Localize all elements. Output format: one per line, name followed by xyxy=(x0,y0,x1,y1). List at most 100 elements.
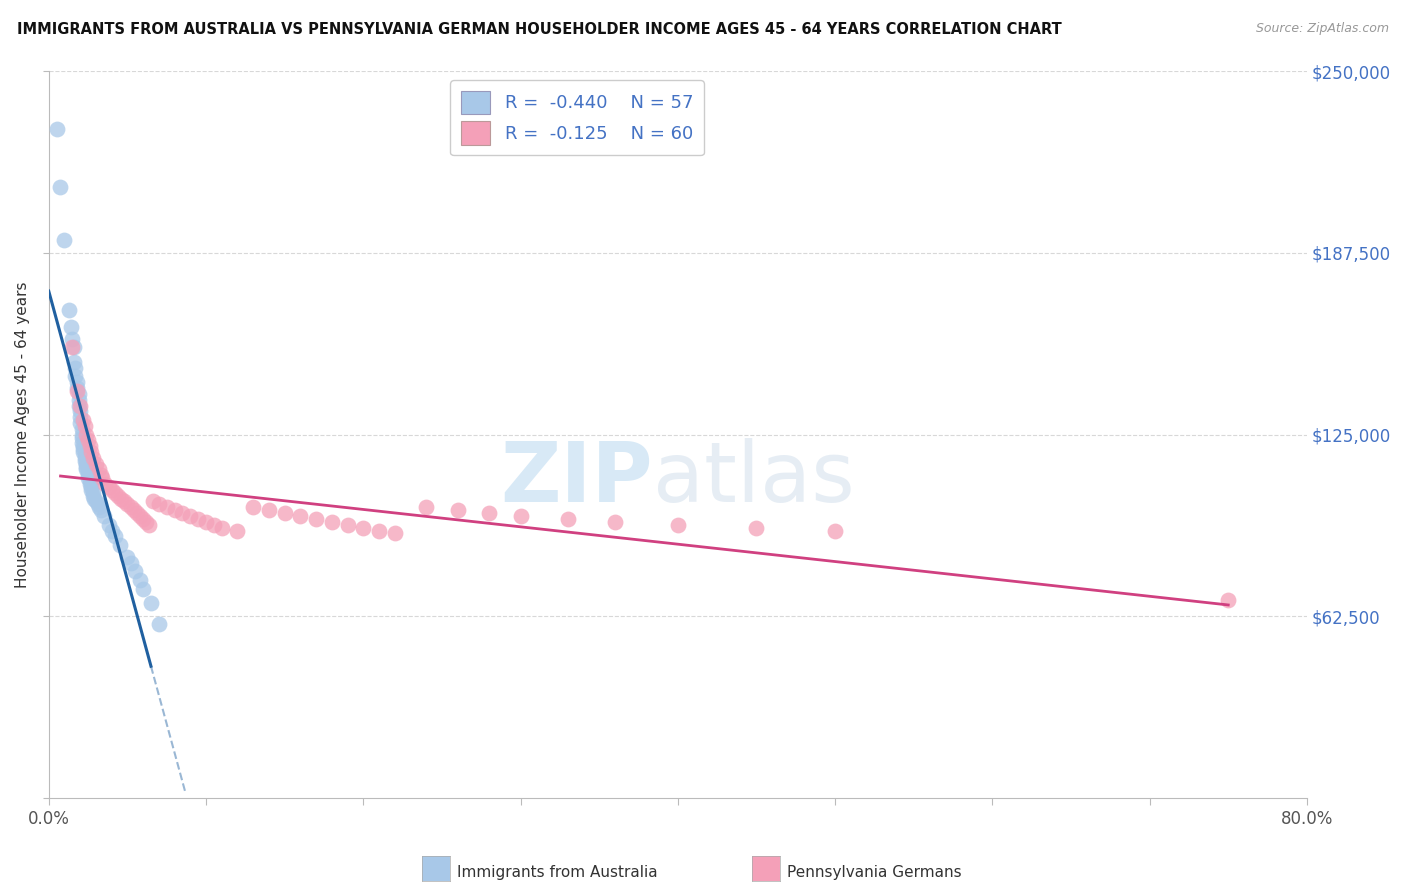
Point xyxy=(104,529,127,543)
Text: Pennsylvania Germans: Pennsylvania Germans xyxy=(787,865,962,880)
Point xyxy=(77,468,100,483)
Point xyxy=(79,477,101,491)
Point xyxy=(73,454,96,468)
Point xyxy=(321,515,343,529)
Point xyxy=(69,404,91,418)
Point xyxy=(122,503,145,517)
Point xyxy=(110,491,132,506)
Point xyxy=(104,485,127,500)
Point xyxy=(125,506,148,520)
Point xyxy=(65,360,87,375)
Point xyxy=(509,509,531,524)
Point xyxy=(66,376,89,390)
Point xyxy=(83,491,105,506)
Point xyxy=(80,480,103,494)
Point xyxy=(58,302,80,317)
Point xyxy=(86,497,108,511)
Text: Source: ZipAtlas.com: Source: ZipAtlas.com xyxy=(1256,22,1389,36)
Point xyxy=(117,497,139,511)
Point xyxy=(257,503,280,517)
Point xyxy=(76,459,98,474)
Point xyxy=(163,503,186,517)
Point xyxy=(202,517,225,532)
Point xyxy=(59,320,82,334)
Text: IMMIGRANTS FROM AUSTRALIA VS PENNSYLVANIA GERMAN HOUSEHOLDER INCOME AGES 45 - 64: IMMIGRANTS FROM AUSTRALIA VS PENNSYLVANI… xyxy=(17,22,1062,37)
Point xyxy=(132,582,155,596)
Point xyxy=(82,450,104,465)
Point xyxy=(108,538,131,552)
Point xyxy=(45,122,67,136)
Point xyxy=(97,517,120,532)
Point xyxy=(273,506,295,520)
Point xyxy=(82,485,104,500)
Point xyxy=(156,500,179,515)
Point xyxy=(60,340,83,354)
Point xyxy=(79,439,101,453)
Text: ZIP: ZIP xyxy=(501,438,652,519)
Point xyxy=(336,517,359,532)
Point xyxy=(69,410,91,425)
Point xyxy=(226,524,249,538)
Point xyxy=(824,524,846,538)
Point xyxy=(138,517,160,532)
Point xyxy=(135,515,157,529)
Point xyxy=(87,462,110,476)
Point xyxy=(66,381,89,395)
Point xyxy=(129,509,152,524)
Point xyxy=(63,340,86,354)
Point xyxy=(90,503,112,517)
Point xyxy=(179,509,201,524)
Point xyxy=(65,369,87,384)
Point xyxy=(77,434,100,448)
Point xyxy=(107,489,129,503)
Point xyxy=(76,462,98,476)
Point xyxy=(70,427,93,442)
Point xyxy=(82,489,104,503)
Point xyxy=(446,503,468,517)
Point xyxy=(91,471,114,485)
Point xyxy=(557,512,579,526)
Point xyxy=(139,596,162,610)
Point xyxy=(53,233,76,247)
Legend: R =  -0.440    N = 57, R =  -0.125    N = 60: R = -0.440 N = 57, R = -0.125 N = 60 xyxy=(450,80,704,155)
Point xyxy=(70,436,93,450)
Point xyxy=(73,450,96,465)
Text: atlas: atlas xyxy=(652,438,855,519)
Point xyxy=(120,556,142,570)
Point xyxy=(100,483,122,497)
Point xyxy=(93,509,115,524)
Point xyxy=(84,457,107,471)
Point xyxy=(69,416,91,430)
Point xyxy=(70,422,93,436)
Point xyxy=(79,474,101,488)
Point xyxy=(478,506,501,520)
Point xyxy=(745,521,768,535)
Point xyxy=(129,573,152,587)
Point xyxy=(368,524,391,538)
Point xyxy=(87,500,110,515)
Point xyxy=(415,500,437,515)
Point xyxy=(112,494,135,508)
Point xyxy=(120,500,142,515)
Point xyxy=(242,500,264,515)
Point xyxy=(172,506,194,520)
Point xyxy=(69,399,91,413)
Point xyxy=(80,445,103,459)
Point xyxy=(94,477,117,491)
Point xyxy=(73,418,96,433)
Point xyxy=(195,515,218,529)
Y-axis label: Householder Income Ages 45 - 64 years: Householder Income Ages 45 - 64 years xyxy=(15,281,30,588)
Point xyxy=(77,466,100,480)
Point xyxy=(63,355,86,369)
Point xyxy=(84,494,107,508)
Point xyxy=(70,430,93,444)
Point xyxy=(97,480,120,494)
Point xyxy=(72,439,94,453)
Point xyxy=(100,524,122,538)
Point xyxy=(67,392,90,407)
Point xyxy=(73,448,96,462)
Point xyxy=(72,413,94,427)
Point xyxy=(148,497,170,511)
Point xyxy=(49,180,72,194)
Point xyxy=(80,483,103,497)
